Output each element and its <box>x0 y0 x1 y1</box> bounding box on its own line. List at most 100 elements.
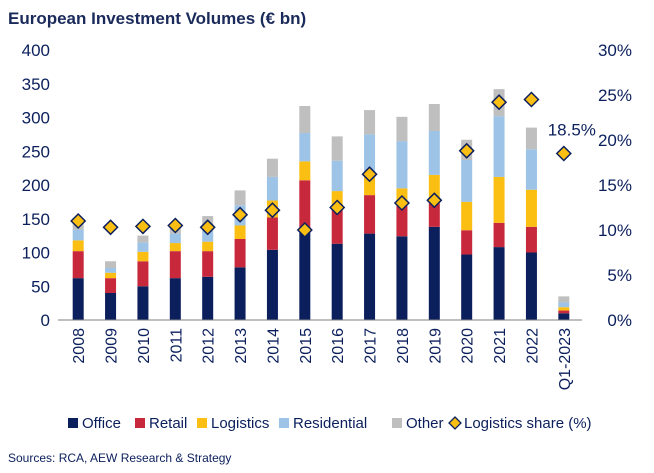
y2-tick-label: 15% <box>598 176 632 195</box>
logistics-share-marker <box>555 145 572 162</box>
bar-segment-office <box>558 313 570 320</box>
bar-segment-retail <box>266 217 278 250</box>
bar-segment-retail <box>105 278 117 293</box>
x-tick-label: 2010 <box>136 328 153 364</box>
bars <box>72 89 570 320</box>
bar-segment-logistics <box>169 243 181 252</box>
logistics-share-marker <box>426 192 443 209</box>
x-tick-label: 2020 <box>460 328 477 364</box>
bar-segment-logistics <box>202 241 214 252</box>
x-tick-label: 2013 <box>233 328 250 364</box>
bar-segment-residential <box>364 134 376 174</box>
x-tick-label: 2012 <box>201 328 218 364</box>
logistics-share-marker <box>264 202 281 219</box>
legend-label: Retail <box>149 415 187 432</box>
bar-segment-retail <box>396 205 408 237</box>
x-tick-label: 2021 <box>492 328 509 364</box>
y2-tick-label: 25% <box>598 86 632 105</box>
bar-segment-other <box>558 296 570 303</box>
bar-segment-other <box>525 127 537 150</box>
bar-segment-residential <box>266 176 278 201</box>
y-axis-left: 0 50 100 150 200 250 300 350 400 <box>22 41 50 330</box>
bar-segment-retail <box>234 239 246 268</box>
chart-title: European Investment Volumes (€ bn) <box>8 9 306 28</box>
bar-segment-office <box>234 267 246 320</box>
logistics-share-marker <box>393 194 410 212</box>
x-tick-label: 2018 <box>395 328 412 364</box>
bar-segment-office <box>137 286 149 320</box>
bar-segment-logistics <box>137 251 149 262</box>
bar-segment-logistics <box>525 189 537 227</box>
legend-label: Residential <box>293 415 367 432</box>
legend-swatch-office <box>68 418 78 428</box>
bar-segment-other <box>428 104 440 131</box>
logistics-share-markers <box>70 91 572 239</box>
bar-segment-other <box>137 235 149 243</box>
logistics-share-marker <box>199 219 216 236</box>
bar-segment-retail <box>331 207 343 244</box>
logistics-share-marker <box>491 94 508 111</box>
y-tick-label: 200 <box>22 176 50 195</box>
legend-swatch-retail <box>135 418 145 428</box>
bar-segment-retail <box>364 195 376 234</box>
y2-tick-label: 20% <box>598 131 632 150</box>
bar-segment-office <box>202 276 214 320</box>
bar-segment-office <box>525 252 537 320</box>
x-tick-label: 2017 <box>363 328 380 364</box>
bar-segment-residential <box>493 116 505 177</box>
bar-segment-logistics <box>364 173 376 196</box>
y2-tick-label: 0% <box>607 311 632 330</box>
legend-label: Logistics share (%) <box>464 415 592 432</box>
legend-swatch-residential <box>279 418 289 428</box>
bar-segment-other <box>331 136 343 161</box>
logistics-share-marker <box>296 221 313 239</box>
bar-segment-logistics <box>234 225 246 239</box>
x-tick-label: Q1-2023 <box>557 328 574 390</box>
bar-segment-retail <box>558 310 570 314</box>
bar-segment-retail <box>299 180 311 233</box>
bar-segment-retail <box>169 251 181 279</box>
source-note: Sources: RCA, AEW Research & Strategy <box>8 451 231 465</box>
bar-segment-office <box>396 236 408 320</box>
bar-segment-logistics <box>105 272 117 279</box>
logistics-share-marker <box>361 166 378 183</box>
bar-segment-retail <box>493 222 505 248</box>
bar-segment-office <box>299 232 311 320</box>
bar-segment-retail <box>72 251 84 279</box>
bar-segment-other <box>105 261 117 269</box>
x-tick-label: 2011 <box>168 328 185 363</box>
bar-segment-retail <box>428 203 440 227</box>
bar-segment-office <box>169 278 181 320</box>
legend-swatch-logistics-share <box>448 416 462 430</box>
y-tick-label: 150 <box>22 210 50 229</box>
bar-segment-office <box>266 249 278 320</box>
bar-segment-retail <box>202 251 214 277</box>
x-axis: 2008 2009 2010 2011 2012 2013 2014 2015 2016 2017… <box>71 328 574 390</box>
bar-segment-residential <box>558 302 570 308</box>
bar-segment-office <box>331 243 343 320</box>
bar-segment-residential <box>396 141 408 189</box>
y-tick-label: 50 <box>31 277 50 296</box>
bar-segment-residential <box>137 242 149 252</box>
legend-swatch-logistics <box>197 418 207 428</box>
bar-segment-office <box>105 293 117 320</box>
y-tick-label: 250 <box>22 142 50 161</box>
x-tick-label: 2022 <box>524 328 541 364</box>
y-tick-label: 400 <box>22 41 50 60</box>
x-tick-label: 2019 <box>427 328 444 364</box>
bar-segment-logistics <box>493 176 505 223</box>
bar-segment-other <box>396 116 408 142</box>
legend: Office Retail Logistics Residential Other Log… <box>68 415 592 432</box>
bar-segment-residential <box>169 233 181 244</box>
bar-segment-residential <box>202 230 214 242</box>
bar-segment-other <box>266 158 278 177</box>
bar-segment-logistics <box>461 201 473 231</box>
bar-segment-other <box>364 110 376 135</box>
y-axis-right: 0% 5% 10% 15% 20% 25% 30% <box>598 41 632 330</box>
legend-label: Logistics <box>211 415 269 432</box>
logistics-share-marker <box>70 212 87 230</box>
logistics-share-marker <box>134 218 151 235</box>
bar-segment-residential <box>428 131 440 175</box>
legend-label: Office <box>82 415 121 432</box>
